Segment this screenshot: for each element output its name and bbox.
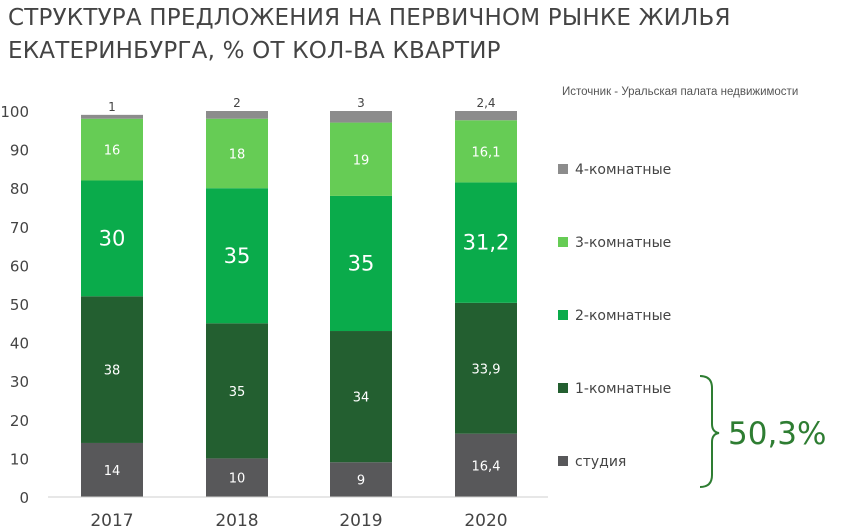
y-tick-label: 80 (10, 180, 29, 198)
data-label-four_room: 2,4 (476, 96, 495, 110)
bar-segment-two_room (455, 182, 517, 303)
y-tick-label: 10 (10, 450, 29, 468)
bar-segment-one_room (455, 302, 517, 434)
x-tick-label: 2019 (339, 511, 382, 531)
y-tick-label: 20 (10, 412, 29, 430)
bar-segment-two_room (81, 180, 143, 297)
y-tick-label: 0 (19, 489, 29, 507)
data-label-three_room: 16,1 (472, 145, 501, 160)
bar-segment-studio (206, 458, 268, 497)
bar-segment-four_room (455, 111, 517, 121)
data-label-two_room: 35 (224, 244, 251, 268)
legend-swatch-one_room (558, 383, 568, 393)
chart-title: СТРУКТУРА ПРЕДЛОЖЕНИЯ НА ПЕРВИЧНОМ РЫНКЕ… (8, 5, 731, 64)
legend-label-two_room: 2-комнатные (575, 308, 671, 324)
bar-segment-one_room (206, 323, 268, 459)
data-label-studio: 16,4 (472, 459, 501, 474)
x-tick-label: 2018 (215, 511, 258, 531)
data-label-three_room: 19 (353, 153, 370, 168)
data-label-studio: 10 (229, 472, 246, 487)
data-label-one_room: 34 (353, 391, 370, 406)
data-label-studio: 9 (357, 474, 365, 489)
bar-segment-studio (455, 433, 517, 497)
y-tick-label: 50 (10, 296, 29, 314)
bar-segment-three_room (455, 120, 517, 183)
bar-segment-four_room (206, 111, 268, 119)
legend-swatch-two_room (558, 310, 568, 320)
bar-segment-studio (330, 462, 392, 497)
data-label-one_room: 35 (229, 385, 246, 400)
bar-segment-three_room (81, 118, 143, 181)
highlight-value: 50,3% (728, 416, 826, 452)
data-label-three_room: 18 (229, 147, 246, 162)
x-tick-label: 2017 (90, 511, 133, 531)
bracket-icon (699, 375, 720, 488)
y-tick-label: 70 (10, 219, 29, 237)
data-label-two_room: 31,2 (463, 231, 510, 255)
legend-swatch-three_room (558, 237, 568, 247)
y-tick-label: 40 (10, 335, 29, 353)
bar-segment-four_room (81, 114, 143, 119)
bar-segment-three_room (206, 118, 268, 189)
legend-label-four_room: 4-комнатные (575, 162, 671, 178)
bar-segment-one_room (81, 296, 143, 443)
y-tick-label: 60 (10, 257, 29, 275)
bar-segment-one_room (330, 331, 392, 463)
bar-segment-two_room (206, 188, 268, 324)
x-tick-label: 2020 (464, 511, 507, 531)
data-label-two_room: 35 (348, 251, 375, 275)
data-label-three_room: 16 (104, 144, 121, 159)
y-tick-label: 30 (10, 373, 29, 391)
data-label-studio: 14 (104, 464, 121, 479)
legend-label-three_room: 3-комнатные (575, 235, 671, 251)
data-label-four_room: 3 (357, 96, 365, 110)
legend-swatch-studio (558, 456, 568, 466)
y-tick-label: 100 (0, 103, 29, 121)
data-label-two_room: 30 (99, 226, 126, 250)
y-tick-label: 90 (10, 142, 29, 160)
bar-segment-two_room (330, 195, 392, 332)
bar-segment-four_room (330, 111, 392, 123)
data-label-one_room: 38 (104, 364, 121, 379)
data-label-one_room: 33,9 (472, 362, 501, 377)
bar-segment-studio (81, 442, 143, 497)
legend-label-studio: студия (575, 454, 626, 470)
legend-swatch-four_room (558, 164, 568, 174)
data-label-four_room: 1 (108, 100, 116, 114)
legend-label-one_room: 1-комнатные (575, 381, 671, 397)
source-note: Источник - Уральская палата недвижимости (562, 86, 799, 98)
data-label-four_room: 2 (233, 96, 241, 110)
bar-segment-three_room (330, 122, 392, 196)
